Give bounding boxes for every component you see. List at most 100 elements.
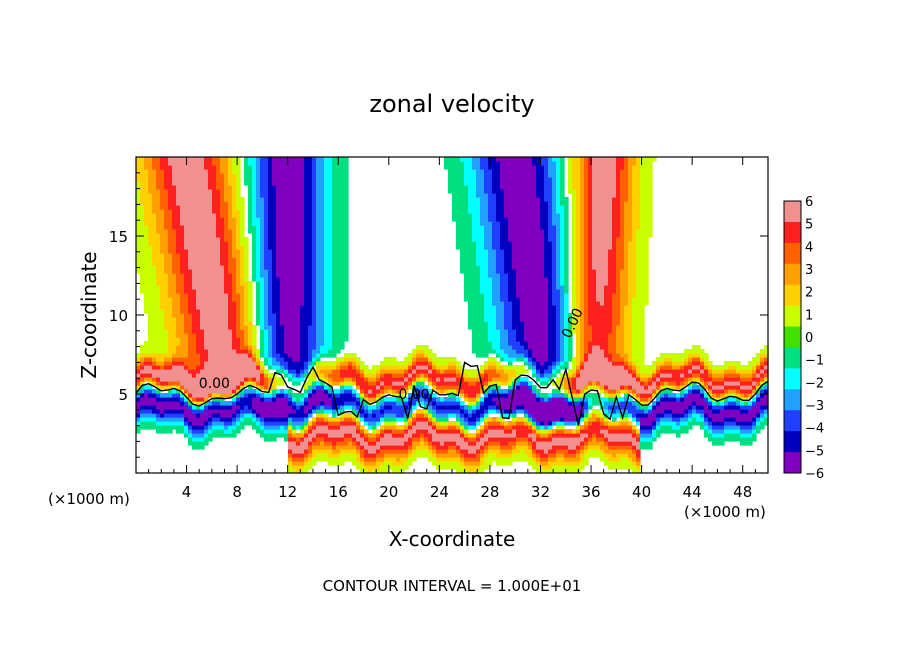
field-cell <box>468 185 473 190</box>
field-cell <box>480 409 485 414</box>
field-cell <box>476 389 481 394</box>
field-cell <box>172 333 177 338</box>
field-cell <box>184 269 189 274</box>
field-cell <box>348 445 353 450</box>
field-cell <box>488 313 493 318</box>
field-cell <box>436 385 441 390</box>
field-cell <box>256 205 261 210</box>
field-cell <box>224 245 229 250</box>
field-cell <box>356 421 361 426</box>
field-cell <box>268 433 273 438</box>
field-cell <box>456 449 461 454</box>
field-cell <box>204 245 209 250</box>
field-cell <box>280 181 285 186</box>
field-cell <box>204 169 209 174</box>
field-cell <box>304 417 309 422</box>
field-cell <box>404 425 409 430</box>
field-cell <box>220 321 225 326</box>
field-cell <box>212 273 217 278</box>
field-cell <box>224 381 229 386</box>
field-cell <box>416 345 421 350</box>
field-cell <box>140 185 145 190</box>
field-cell <box>348 405 353 410</box>
field-cell <box>272 293 277 298</box>
field-cell <box>144 185 149 190</box>
field-cell <box>476 405 481 410</box>
field-cell <box>340 197 345 202</box>
field-cell <box>236 229 241 234</box>
field-cell <box>292 353 297 358</box>
field-cell <box>344 181 349 186</box>
field-cell <box>204 241 209 246</box>
field-cell <box>472 405 477 410</box>
field-cell <box>276 157 281 162</box>
field-cell <box>236 257 241 262</box>
field-cell <box>260 321 265 326</box>
field-cell <box>468 457 473 462</box>
field-cell <box>160 225 165 230</box>
field-cell <box>228 213 233 218</box>
field-cell <box>308 161 313 166</box>
field-cell <box>252 381 257 386</box>
field-cell <box>244 409 249 414</box>
field-cell <box>144 181 149 186</box>
field-cell <box>372 445 377 450</box>
field-cell <box>168 237 173 242</box>
field-cell <box>244 421 249 426</box>
field-cell <box>280 245 285 250</box>
field-cell <box>336 357 341 362</box>
field-cell <box>464 169 469 174</box>
field-cell <box>172 369 177 374</box>
field-cell <box>376 397 381 402</box>
field-cell <box>160 169 165 174</box>
field-cell <box>156 265 161 270</box>
field-cell <box>312 349 317 354</box>
field-cell <box>452 209 457 214</box>
field-cell <box>236 181 241 186</box>
field-cell <box>472 461 477 466</box>
field-cell <box>344 437 349 442</box>
field-cell <box>204 429 209 434</box>
field-cell <box>476 341 481 346</box>
field-cell <box>208 249 213 254</box>
field-cell <box>336 293 341 298</box>
field-cell <box>184 189 189 194</box>
field-cell <box>476 433 481 438</box>
field-cell <box>224 321 229 326</box>
field-cell <box>320 157 325 162</box>
field-cell <box>468 437 473 442</box>
field-cell <box>276 269 281 274</box>
field-cell <box>444 413 449 418</box>
field-cell <box>284 217 289 222</box>
field-cell <box>464 429 469 434</box>
field-cell <box>216 341 221 346</box>
field-cell <box>400 445 405 450</box>
field-cell <box>220 385 225 390</box>
field-cell <box>156 257 161 262</box>
field-cell <box>432 433 437 438</box>
field-cell <box>188 221 193 226</box>
field-cell <box>480 273 485 278</box>
field-cell <box>208 389 213 394</box>
field-cell <box>208 313 213 318</box>
field-cell <box>436 445 441 450</box>
field-cell <box>168 409 173 414</box>
field-cell <box>292 457 297 462</box>
field-cell <box>200 293 205 298</box>
field-cell <box>308 349 313 354</box>
field-cell <box>468 393 473 398</box>
field-cell <box>288 377 293 382</box>
field-cell <box>300 317 305 322</box>
field-cell <box>300 345 305 350</box>
field-cell <box>480 413 485 418</box>
field-cell <box>472 249 477 254</box>
field-cell <box>232 189 237 194</box>
field-cell <box>164 249 169 254</box>
field-cell <box>164 353 169 358</box>
field-cell <box>316 197 321 202</box>
field-cell <box>184 201 189 206</box>
field-cell <box>356 437 361 442</box>
field-cell <box>220 205 225 210</box>
field-cell <box>156 285 161 290</box>
field-cell <box>296 357 301 362</box>
